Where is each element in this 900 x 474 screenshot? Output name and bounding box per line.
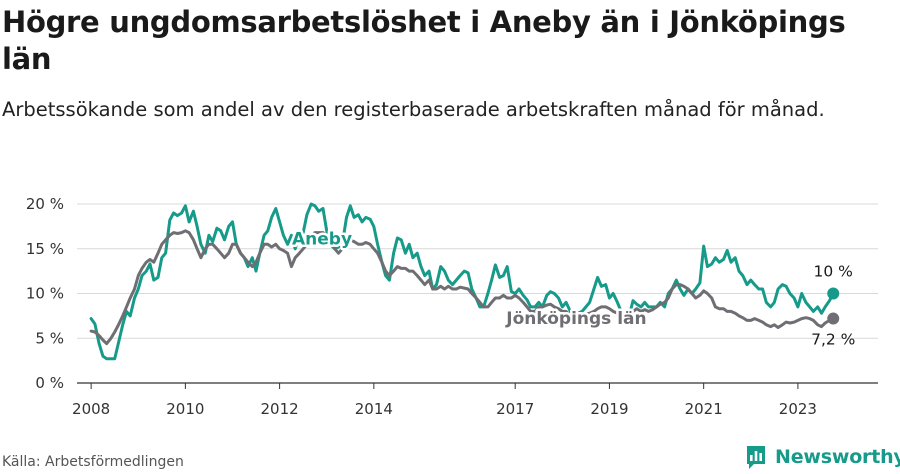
brand-name: Newsworthy: [775, 446, 900, 468]
series-label-halo-1: Jönköpings län: [505, 309, 646, 329]
x-tick-label: 2017: [496, 400, 534, 418]
chart-title: Högre ungdomsarbetslöshet i Aneby än i J…: [2, 5, 846, 76]
brand-logo[interactable]: Newsworthy: [745, 443, 900, 471]
x-tick-label: 2014: [355, 400, 393, 418]
end-value-label-1: 7,2 %: [811, 331, 855, 349]
series-end-dot-1: [827, 312, 840, 325]
newsworthy-logo-icon: [747, 446, 765, 469]
series-label-0: Aneby: [292, 229, 352, 249]
end-value-label-0: 10 %: [814, 263, 853, 281]
x-tick-label: 2019: [590, 400, 628, 418]
x-axis-ticks: 2008 2010 2012 2014 2017 2019 2021 2023: [72, 383, 817, 418]
x-tick-label: 2021: [685, 400, 723, 418]
series-line-0: [89, 202, 835, 361]
x-tick-label: 2012: [261, 400, 299, 418]
x-tick-label: 2008: [72, 400, 110, 418]
series-end-dot-0: [827, 287, 840, 300]
series-layer: [89, 202, 840, 361]
series-line-1: [89, 229, 835, 346]
x-tick-label: 2010: [166, 400, 204, 418]
y-tick-label: 15 %: [26, 240, 64, 258]
grid-layer: [77, 203, 878, 384]
source-note: Källa: Arbetsförmedlingen: [2, 454, 184, 470]
y-axis-ticks: 0 % 5 % 10 % 15 % 20 %: [26, 195, 64, 392]
x-tick-label: 2023: [779, 400, 817, 418]
y-tick-label: 20 %: [26, 195, 64, 213]
y-tick-label: 10 %: [26, 285, 64, 303]
series-label-halo-0: Aneby: [292, 229, 352, 249]
series-label-1: Jönköpings län: [505, 309, 646, 329]
y-tick-label: 0 %: [35, 374, 64, 392]
y-tick-label: 5 %: [35, 329, 64, 347]
chart-subtitle: Arbetssökande som andel av den registerb…: [2, 98, 825, 121]
